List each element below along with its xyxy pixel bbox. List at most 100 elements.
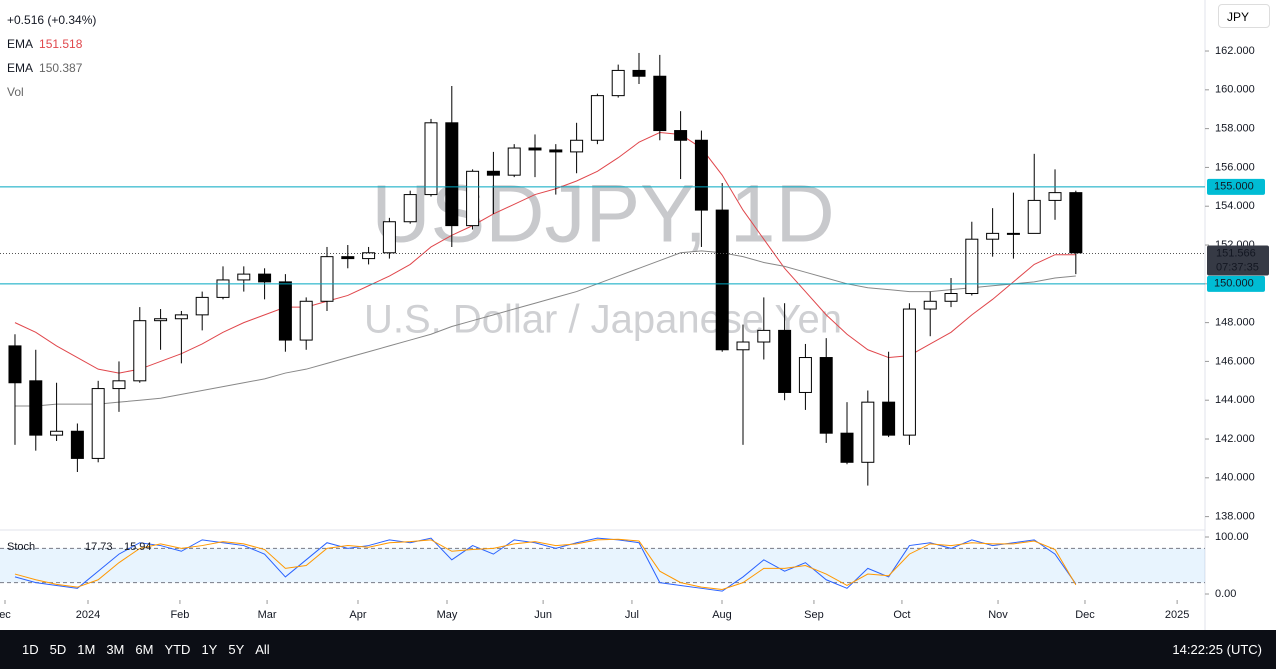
watermark-symbol: USDJPY, 1D bbox=[371, 169, 834, 260]
ranges: 1D 5D 1M 3M 6M YTD 1Y 5Y All bbox=[11, 642, 270, 657]
candle-body bbox=[29, 380, 43, 436]
stoch-line bbox=[14, 538, 1077, 590]
chart: USDJPY, 1D U.S. Dollar / Japanese Yen 13… bbox=[0, 0, 1269, 630]
candle-body bbox=[362, 252, 376, 260]
candle-body bbox=[944, 293, 958, 302]
candle-body bbox=[902, 308, 916, 436]
ind-name[interactable]: Vol bbox=[7, 85, 24, 99]
candle-body bbox=[694, 139, 708, 211]
x-tick-label: Oct bbox=[893, 609, 910, 621]
range-button[interactable]: YTD bbox=[164, 642, 191, 657]
y-tick-label: 160.000 bbox=[1215, 84, 1255, 96]
ind-value: 150.387 bbox=[39, 61, 83, 75]
candle-body bbox=[1027, 199, 1041, 234]
legend: +0.516 (+0.34%) EMA 151.518 EMA 150.387 Vo… bbox=[7, 8, 96, 104]
candle-body bbox=[819, 357, 833, 434]
candle-body bbox=[798, 357, 812, 393]
last-price-label: 151.566 bbox=[1216, 247, 1256, 259]
last-price-tag bbox=[1207, 245, 1269, 276]
candle-body bbox=[528, 147, 542, 151]
candle-body bbox=[965, 238, 979, 295]
y-tick-label: 148.000 bbox=[1215, 317, 1255, 329]
candle-body bbox=[986, 232, 1000, 240]
candle-body bbox=[278, 281, 292, 341]
candle-body bbox=[133, 320, 147, 382]
x-tick-label: Jun bbox=[534, 609, 552, 621]
y-tick-label: 0.00 bbox=[1215, 588, 1236, 600]
candle-body bbox=[341, 256, 355, 260]
candle-body bbox=[507, 147, 521, 176]
candle-body bbox=[736, 341, 750, 351]
candle-body bbox=[653, 75, 667, 132]
x-tick-label: Jul bbox=[625, 609, 639, 621]
watermark-name: U.S. Dollar / Japanese Yen bbox=[364, 298, 842, 342]
x-tick-label: Nov bbox=[988, 609, 1008, 621]
price-tag-label: 150.000 bbox=[1214, 278, 1254, 290]
candle-body bbox=[70, 430, 84, 459]
candle-body bbox=[778, 329, 792, 393]
candle-body bbox=[403, 194, 417, 223]
stoch-line bbox=[14, 537, 1077, 592]
x-tick-label: May bbox=[437, 609, 458, 621]
candle-body bbox=[174, 314, 188, 320]
y-tick-label: 140.000 bbox=[1215, 472, 1255, 484]
x-tick-label: Mar bbox=[258, 609, 277, 621]
y-tick-label: 156.000 bbox=[1215, 161, 1255, 173]
candle-body bbox=[8, 345, 22, 384]
candle-body bbox=[923, 300, 937, 310]
candle-body bbox=[237, 273, 251, 281]
y-tick-label: 100.00 bbox=[1215, 531, 1249, 543]
candle-body bbox=[154, 318, 168, 322]
candle-body bbox=[466, 170, 480, 227]
ind-name: EMA bbox=[7, 37, 34, 51]
x-tick-label: Sep bbox=[804, 609, 824, 621]
clock: 14:22:25 (UTC) bbox=[1172, 642, 1262, 657]
range-button[interactable]: All bbox=[255, 642, 270, 657]
range-button[interactable]: 3M bbox=[106, 642, 125, 657]
ind-name: EMA bbox=[7, 61, 34, 75]
x-tick-label: 2025 bbox=[1165, 609, 1189, 621]
candle-body bbox=[486, 170, 500, 176]
y-tick-label: 144.000 bbox=[1215, 394, 1255, 406]
currency[interactable]: JPY bbox=[1218, 4, 1270, 28]
price-tag bbox=[1207, 178, 1265, 195]
candle-body bbox=[1069, 192, 1083, 254]
candle-body bbox=[445, 122, 459, 227]
candle-body bbox=[861, 401, 875, 463]
x-tick-label: Aug bbox=[712, 609, 732, 621]
candle-body bbox=[570, 139, 584, 153]
price-tag-label: 155.000 bbox=[1214, 181, 1254, 193]
countdown: 07:37:35 bbox=[1216, 261, 1259, 273]
toolbar: 1D 5D 1M 3M 6M YTD 1Y 5Y All 14:22:25 (UTC) bbox=[0, 630, 1276, 669]
y-tick-label: 162.000 bbox=[1215, 45, 1255, 57]
y-tick-label: 138.000 bbox=[1215, 511, 1255, 523]
ema-line bbox=[14, 131, 1076, 374]
candle-body bbox=[91, 388, 105, 459]
ind-value: 151.518 bbox=[39, 37, 83, 51]
candle-body bbox=[715, 209, 729, 351]
price-tag bbox=[1207, 275, 1265, 292]
range-button[interactable]: 6M bbox=[135, 642, 154, 657]
range-button[interactable]: 1D bbox=[22, 642, 39, 657]
candle-body bbox=[1048, 192, 1062, 201]
candle-body bbox=[549, 149, 563, 153]
range-button[interactable]: 5Y bbox=[228, 642, 245, 657]
candle-body bbox=[1006, 232, 1020, 235]
candle-body bbox=[632, 69, 646, 77]
candle-body bbox=[216, 279, 230, 298]
range-button[interactable]: 5D bbox=[49, 642, 67, 657]
candle-body bbox=[112, 380, 126, 390]
candle-body bbox=[590, 95, 604, 141]
range-button[interactable]: 1Y bbox=[201, 642, 218, 657]
range-button[interactable]: 1M bbox=[77, 642, 96, 657]
stoch-band bbox=[0, 548, 1205, 583]
change: +0.516 (+0.34%) bbox=[7, 13, 97, 27]
ema-line bbox=[14, 250, 1076, 407]
y-tick-label: 154.000 bbox=[1215, 200, 1255, 212]
candle-body bbox=[611, 69, 625, 97]
candle-body bbox=[299, 300, 313, 341]
candle-body bbox=[258, 273, 272, 283]
stoch-value: 15.94 bbox=[124, 541, 152, 553]
y-tick-label: 146.000 bbox=[1215, 355, 1255, 367]
